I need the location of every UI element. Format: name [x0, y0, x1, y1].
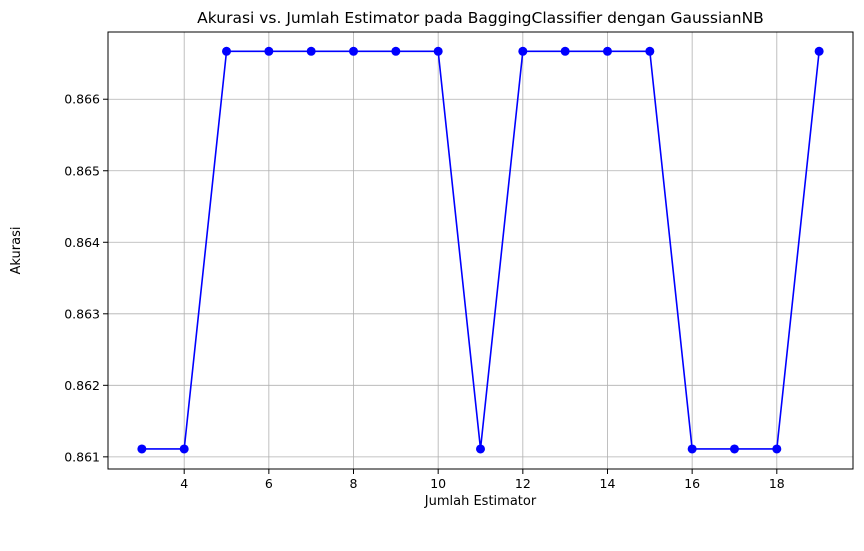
data-point [222, 46, 232, 56]
x-tick-label: 14 [600, 476, 616, 491]
data-point [391, 46, 401, 56]
y-tick-label: 0.865 [64, 163, 100, 178]
y-tick-label: 0.864 [64, 235, 100, 250]
series [137, 46, 824, 454]
data-point [518, 46, 528, 56]
grid [108, 32, 853, 469]
y-tick-label: 0.863 [64, 306, 100, 321]
data-point [729, 444, 739, 454]
data-point [264, 46, 274, 56]
data-point [179, 444, 189, 454]
y-tick-label: 0.866 [64, 92, 100, 107]
data-point [349, 46, 359, 56]
data-point [137, 444, 147, 454]
data-point [560, 46, 570, 56]
ticks: 4 6 8 10 12 14 16 18 0.861 0.862 0.863 0.864 0.865 0.… [64, 92, 785, 491]
data-point [814, 46, 824, 56]
y-axis-label: Akurasi [9, 227, 24, 275]
x-tick-label: 6 [265, 476, 273, 491]
y-tick-label: 0.861 [64, 449, 100, 464]
x-tick-label: 18 [769, 476, 785, 491]
plot-frame [107, 31, 854, 470]
data-point [645, 46, 655, 56]
data-point [602, 46, 612, 56]
data-point [772, 444, 782, 454]
x-tick-label: 4 [180, 476, 188, 491]
data-point [433, 46, 443, 56]
y-tick-label: 0.862 [64, 378, 100, 393]
x-tick-label: 8 [350, 476, 358, 491]
x-tick-label: 16 [684, 476, 700, 491]
x-axis-label: Jumlah Estimator [424, 494, 537, 509]
data-point [687, 444, 697, 454]
chart-title: Akurasi vs. Jumlah Estimator pada Baggin… [197, 9, 764, 27]
x-tick-label: 12 [515, 476, 531, 491]
data-point [306, 46, 316, 56]
data-point [476, 444, 485, 454]
x-tick-label: 10 [430, 476, 446, 491]
